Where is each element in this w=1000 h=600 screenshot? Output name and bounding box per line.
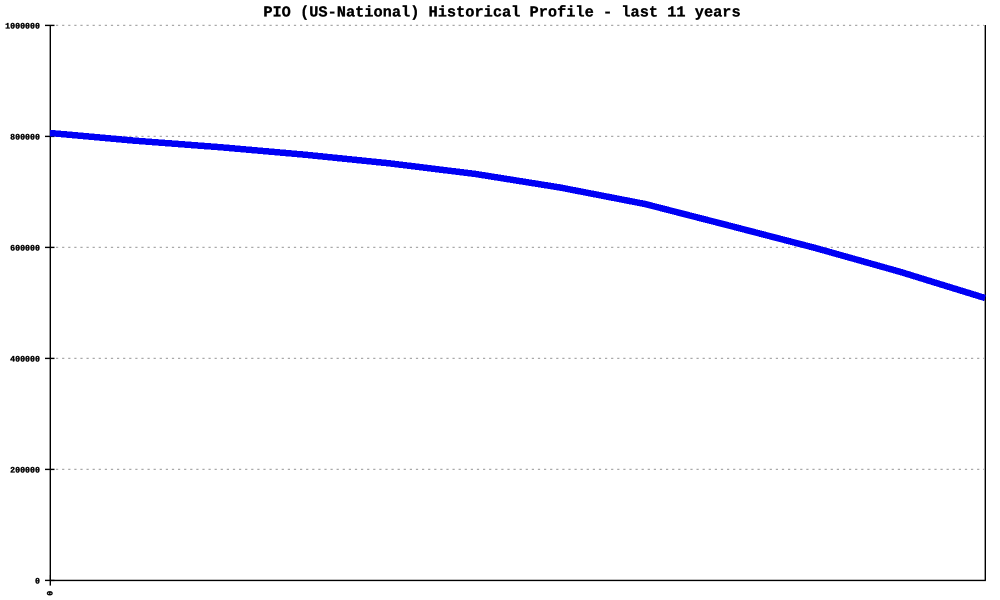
svg-text:600000: 600000 bbox=[10, 244, 40, 253]
svg-text:1000000: 1000000 bbox=[5, 22, 40, 31]
svg-text:0: 0 bbox=[47, 591, 56, 596]
svg-text:200000: 200000 bbox=[10, 466, 40, 475]
svg-text:0: 0 bbox=[35, 577, 40, 586]
svg-text:400000: 400000 bbox=[10, 355, 40, 364]
svg-text:800000: 800000 bbox=[10, 133, 40, 142]
svg-text:PIO (US-National) Historical P: PIO (US-National) Historical Profile - l… bbox=[263, 4, 740, 22]
